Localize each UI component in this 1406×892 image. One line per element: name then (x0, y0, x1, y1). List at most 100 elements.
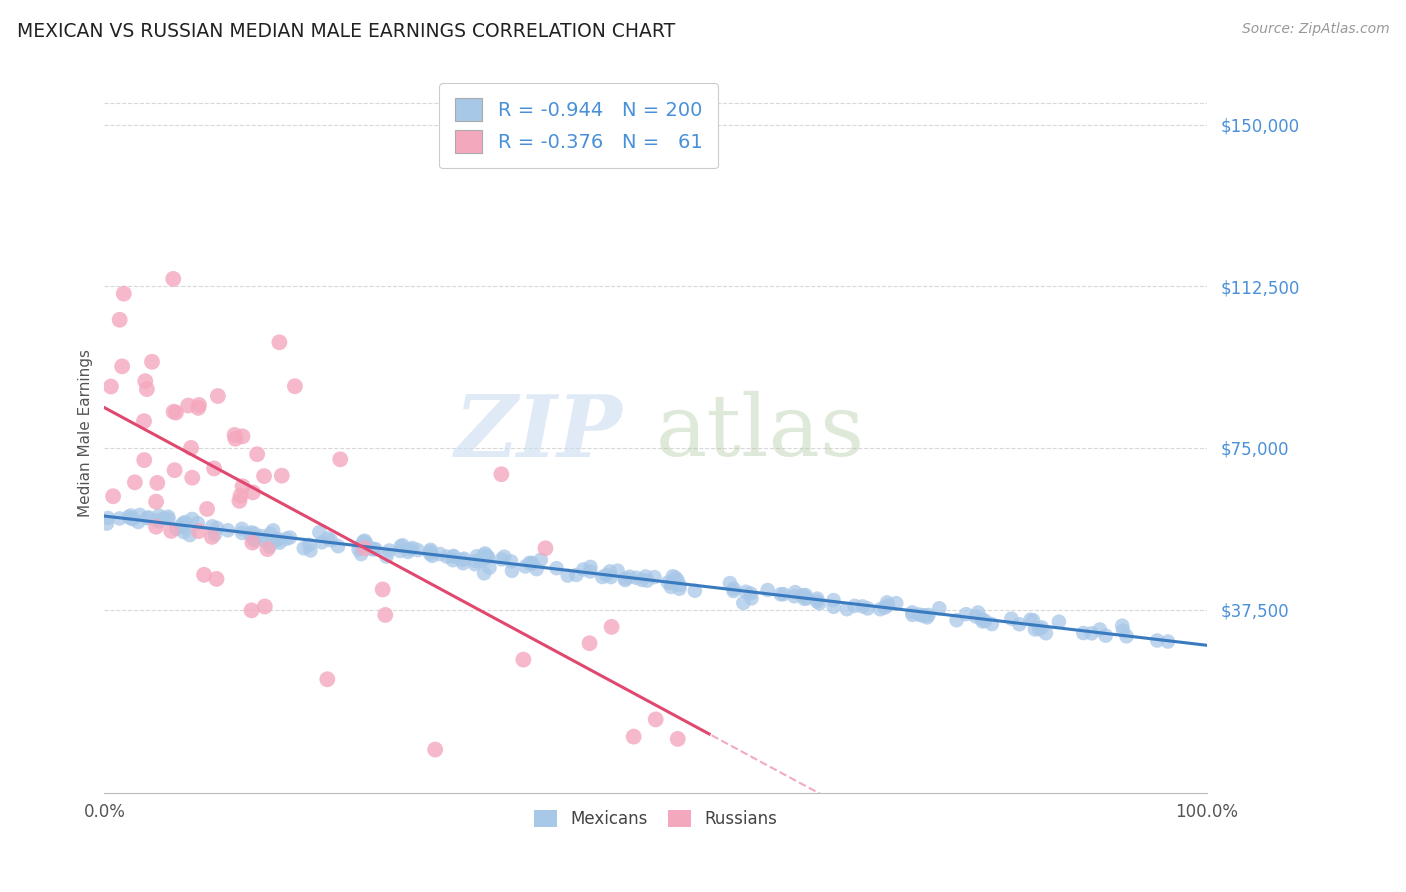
Point (396, 545, 419, 559)
Point (436, 549, 458, 564)
Point (187, 524, 209, 538)
Point (606, 564, 628, 578)
Point (204, 527, 226, 541)
Point (420, 549, 443, 563)
Point (406, 543, 429, 558)
Point (520, 556, 543, 570)
Point (299, 543, 322, 558)
Point (120, 511, 142, 525)
Point (884, 596, 907, 610)
Point (259, 526, 281, 541)
Point (240, 525, 263, 540)
Point (614, 573, 637, 587)
Point (756, 582, 779, 597)
Point (145, 519, 167, 533)
Point (253, 469, 276, 483)
Point (120, 508, 142, 523)
Point (491, 552, 513, 566)
Point (443, 549, 465, 564)
Point (253, 533, 276, 548)
Point (269, 535, 291, 549)
Point (1146, 633, 1168, 648)
Point (311, 535, 333, 549)
Point (224, 428, 246, 442)
Point (146, 475, 169, 490)
Point (298, 538, 321, 552)
Point (546, 561, 568, 575)
Point (389, 540, 412, 554)
Point (974, 614, 997, 628)
Point (512, 652, 534, 666)
Point (136, 511, 159, 525)
Point (451, 552, 474, 566)
Point (474, 551, 496, 566)
Point (631, 573, 654, 587)
Point (429, 547, 451, 561)
Point (187, 401, 209, 415)
Point (224, 432, 246, 446)
Point (634, 569, 657, 583)
Point (965, 609, 987, 624)
Point (1094, 629, 1116, 643)
Point (901, 607, 924, 622)
Point (644, 712, 666, 726)
Point (269, 335, 291, 350)
Point (636, 574, 658, 588)
Point (232, 479, 254, 493)
Point (239, 527, 262, 541)
Point (148, 515, 170, 529)
Point (253, 599, 276, 614)
Point (664, 571, 686, 585)
Point (201, 530, 224, 544)
Point (243, 533, 266, 548)
Point (474, 546, 496, 560)
Point (419, 542, 441, 557)
Point (202, 461, 225, 475)
Point (464, 557, 486, 571)
Point (793, 591, 815, 606)
Point (262, 524, 284, 538)
Text: atlas: atlas (655, 392, 865, 475)
Point (256, 542, 278, 557)
Point (591, 570, 613, 584)
Point (619, 570, 641, 584)
Point (361, 542, 384, 557)
Point (243, 526, 266, 541)
Point (823, 593, 845, 607)
Point (371, 582, 394, 597)
Point (477, 549, 499, 564)
Point (231, 526, 253, 541)
Point (162, 272, 184, 286)
Point (124, 475, 146, 490)
Point (1112, 624, 1135, 638)
Point (792, 588, 814, 602)
Point (1080, 626, 1102, 640)
Point (661, 575, 683, 590)
Point (193, 567, 215, 582)
Point (425, 742, 447, 756)
Point (231, 522, 253, 536)
Point (246, 447, 269, 461)
Point (600, 620, 623, 634)
Point (806, 591, 828, 606)
Point (101, 489, 124, 503)
Point (915, 610, 938, 624)
Point (1008, 617, 1031, 632)
Point (472, 548, 495, 562)
Point (530, 552, 553, 566)
Point (668, 582, 690, 596)
Point (453, 551, 475, 566)
Point (785, 585, 807, 599)
Point (572, 562, 595, 576)
Point (441, 553, 464, 567)
Point (740, 591, 762, 606)
Point (180, 441, 202, 455)
Point (217, 524, 239, 538)
Point (501, 564, 523, 578)
Point (852, 599, 875, 614)
Point (308, 525, 330, 540)
Point (160, 524, 183, 538)
Point (165, 522, 187, 536)
Point (1088, 623, 1111, 637)
Point (364, 542, 387, 557)
